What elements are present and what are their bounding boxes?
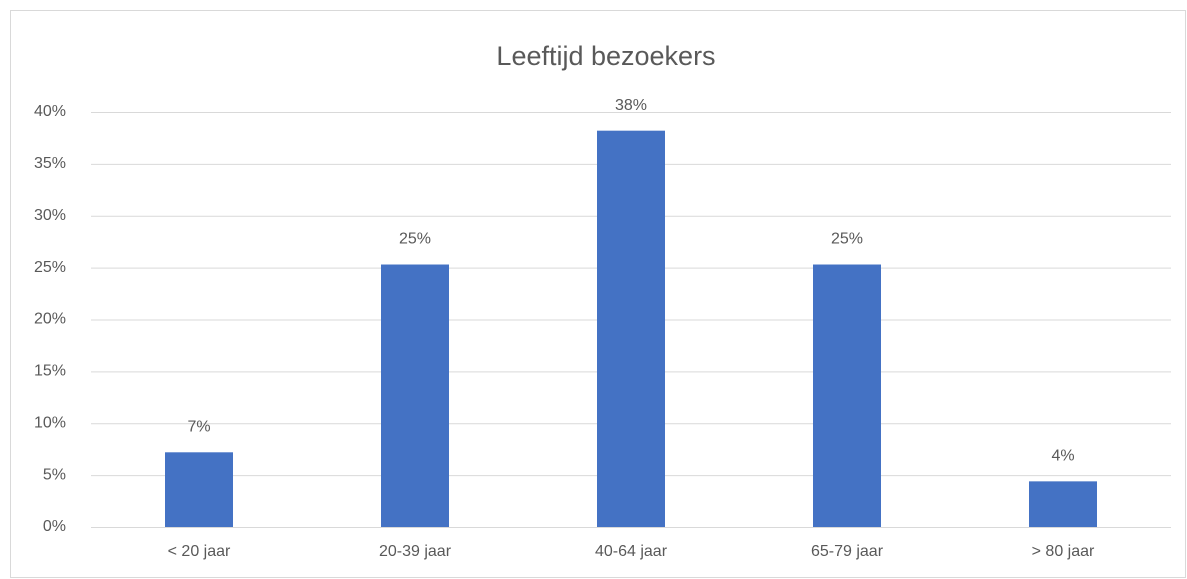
y-tick-label: 30% <box>34 207 66 224</box>
data-label: 4% <box>1051 448 1074 465</box>
y-tick-label: 25% <box>34 259 66 276</box>
y-tick-label: 5% <box>43 466 66 483</box>
y-tick-label: 0% <box>43 518 66 535</box>
x-tick-label: 40-64 jaar <box>595 543 668 560</box>
bar <box>165 452 233 527</box>
x-tick-label: 65-79 jaar <box>811 543 884 560</box>
y-tick-label: 40% <box>34 103 66 120</box>
bar <box>381 264 449 527</box>
y-tick-label: 20% <box>34 311 66 328</box>
bar <box>1029 481 1097 527</box>
y-tick-label: 35% <box>34 155 66 172</box>
chart-title: Leeftijd bezoekers <box>496 41 715 71</box>
bar <box>813 264 881 527</box>
x-tick-label: > 80 jaar <box>1032 543 1095 560</box>
bar <box>597 130 665 528</box>
y-tick-label: 15% <box>34 363 66 380</box>
data-label: 7% <box>187 419 210 436</box>
x-tick-label: 20-39 jaar <box>379 543 452 560</box>
data-label: 25% <box>399 231 431 248</box>
x-tick-label: < 20 jaar <box>168 543 231 560</box>
y-tick-label: 10% <box>34 414 66 431</box>
data-label: 38% <box>615 97 647 114</box>
data-label: 25% <box>831 231 863 248</box>
